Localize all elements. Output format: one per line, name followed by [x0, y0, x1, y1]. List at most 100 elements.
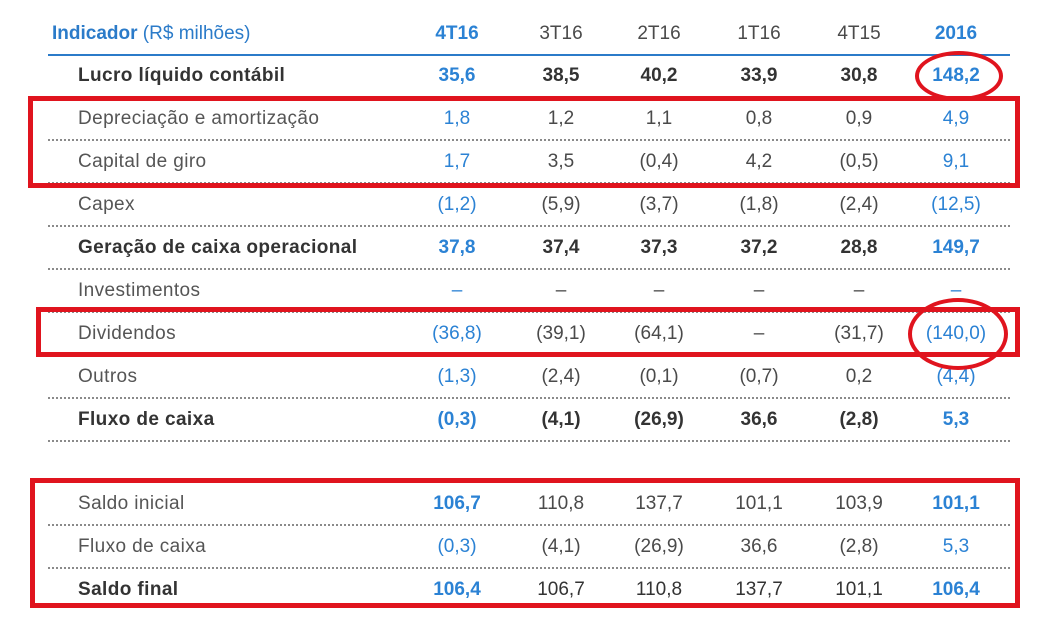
- cell-value: 110,8: [635, 579, 683, 600]
- row-label: Dividendos: [78, 323, 176, 344]
- cell-value: –: [555, 280, 567, 301]
- cell-value: 101,1: [735, 493, 783, 514]
- cell-value: (0,3): [437, 409, 477, 430]
- cell-value: (4,1): [541, 409, 581, 430]
- header-col-4t16: 4T16: [435, 23, 479, 44]
- cell-value: 38,5: [542, 65, 580, 86]
- cell-value: (26,9): [634, 409, 684, 430]
- cell-value: 5,3: [942, 409, 970, 430]
- row-label: Outros: [78, 366, 138, 387]
- cell-value: (39,1): [536, 323, 586, 344]
- cell-value: 37,3: [640, 237, 678, 258]
- cell-value: (3,7): [639, 194, 679, 215]
- header-label: Indicador (R$ milhões): [52, 23, 251, 44]
- cell-value: 9,1: [942, 151, 970, 172]
- cell-value: (2,4): [839, 194, 879, 215]
- cell-value: (12,5): [931, 194, 981, 215]
- row-label: Geração de caixa operacional: [78, 237, 358, 258]
- table-row: Saldo inicial 106,7 110,8 137,7 101,1 10…: [48, 484, 1010, 526]
- cell-value: 148,2: [932, 65, 980, 86]
- cell-value: 101,1: [835, 579, 883, 600]
- header-col-2016: 2016: [934, 23, 978, 44]
- row-label: Depreciação e amortização: [78, 108, 320, 129]
- row-label: Fluxo de caixa: [78, 409, 215, 430]
- row-label: Fluxo de caixa: [78, 536, 207, 557]
- cell-value: –: [753, 323, 765, 344]
- cell-value: (2,4): [541, 366, 581, 387]
- cell-value: 1,2: [547, 108, 575, 129]
- cell-value: 1,8: [443, 108, 471, 129]
- cell-value: (0,5): [839, 151, 879, 172]
- cell-value: 1,7: [443, 151, 471, 172]
- cell-value: 4,2: [745, 151, 773, 172]
- table-row: Geração de caixa operacional 37,8 37,4 3…: [48, 228, 1010, 270]
- table-row: Investimentos – – – – – –: [48, 271, 1010, 313]
- cell-value: 110,8: [537, 493, 585, 514]
- cell-value: (0,4): [639, 151, 679, 172]
- cell-value: 0,9: [845, 108, 873, 129]
- table-row: Fluxo de caixa (0,3) (4,1) (26,9) 36,6 (…: [48, 527, 1010, 569]
- header-col-1t16: 1T16: [737, 23, 781, 44]
- cell-value: (1,3): [437, 366, 477, 387]
- row-label: Capex: [78, 194, 135, 215]
- cell-value: 0,2: [845, 366, 873, 387]
- cell-value: (31,7): [834, 323, 884, 344]
- cell-value: (0,1): [639, 366, 679, 387]
- row-label: Lucro líquido contábil: [78, 65, 286, 86]
- cell-value: –: [653, 280, 665, 301]
- table-row: Fluxo de caixa (0,3) (4,1) (26,9) 36,6 (…: [48, 400, 1010, 442]
- table-row: Capital de giro 1,7 3,5 (0,4) 4,2 (0,5) …: [48, 142, 1010, 184]
- cell-value: 101,1: [932, 493, 980, 514]
- cell-value: –: [451, 280, 463, 301]
- table-row: Outros (1,3) (2,4) (0,1) (0,7) 0,2 (4,4): [48, 357, 1010, 399]
- cell-value: 5,3: [942, 536, 970, 557]
- cell-value: (0,3): [437, 536, 477, 557]
- cell-value: 37,8: [438, 237, 476, 258]
- table-row: Depreciação e amortização 1,8 1,2 1,1 0,…: [48, 99, 1010, 141]
- cell-value: 28,8: [840, 237, 878, 258]
- header-col-3t16: 3T16: [539, 23, 583, 44]
- cell-value: 149,7: [932, 237, 980, 258]
- cell-value: 4,9: [942, 108, 970, 129]
- row-label: Capital de giro: [78, 151, 207, 172]
- cell-value: 137,7: [635, 493, 683, 514]
- table-row: Capex (1,2) (5,9) (3,7) (1,8) (2,4) (12,…: [48, 185, 1010, 227]
- table-row: Lucro líquido contábil 35,6 38,5 40,2 33…: [48, 56, 1010, 98]
- cell-value: 30,8: [840, 65, 878, 86]
- cell-value: –: [853, 280, 865, 301]
- row-label: Saldo inicial: [78, 493, 185, 514]
- header-col-2t16: 2T16: [637, 23, 681, 44]
- cell-value: (1,8): [739, 194, 779, 215]
- cell-value: 106,4: [433, 579, 481, 600]
- cell-value: 33,9: [740, 65, 778, 86]
- cell-value: (2,8): [839, 409, 879, 430]
- cell-value: 1,1: [645, 108, 673, 129]
- cell-value: (2,8): [839, 536, 879, 557]
- cell-value: 103,9: [835, 493, 883, 514]
- cell-value: 36,6: [740, 536, 778, 557]
- cell-value: (1,2): [437, 194, 477, 215]
- cell-value: 36,6: [740, 409, 778, 430]
- header-col-4t15: 4T15: [837, 23, 881, 44]
- table-row: Saldo final 106,4 106,7 110,8 137,7 101,…: [48, 570, 1010, 612]
- cell-value: 37,4: [542, 237, 580, 258]
- cell-value: 37,2: [740, 237, 778, 258]
- cell-value: (26,9): [634, 536, 684, 557]
- cell-value: (5,9): [541, 194, 581, 215]
- cell-value: 40,2: [640, 65, 678, 86]
- cell-value: 137,7: [735, 579, 783, 600]
- cell-value: 106,7: [537, 579, 585, 600]
- cell-value: –: [753, 280, 765, 301]
- cell-value: (36,8): [432, 323, 482, 344]
- cell-value: (140,0): [925, 323, 987, 344]
- cell-value: (64,1): [634, 323, 684, 344]
- cell-value: 3,5: [547, 151, 575, 172]
- table-header: Indicador (R$ milhões) 4T16 3T16 2T16 1T…: [48, 14, 1010, 56]
- cell-value: (0,7): [739, 366, 779, 387]
- cell-value: 106,7: [433, 493, 481, 514]
- row-label: Saldo final: [78, 579, 179, 600]
- row-label: Investimentos: [78, 280, 201, 301]
- cell-value: (4,4): [936, 366, 976, 387]
- cell-value: 35,6: [438, 65, 476, 86]
- cell-value: –: [950, 280, 962, 301]
